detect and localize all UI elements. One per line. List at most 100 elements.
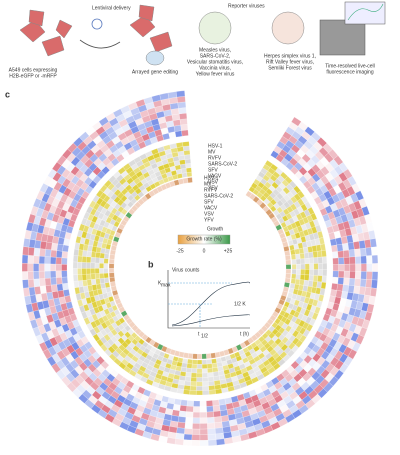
heatmap-cell: [371, 279, 378, 289]
heatmap-cell: [295, 274, 301, 280]
heatmap-cell: [103, 258, 109, 264]
kmax-sub: max: [161, 282, 171, 288]
heatmap-cell: [56, 243, 64, 252]
heatmap-cell: [82, 250, 88, 257]
heatmap-cell: [291, 264, 297, 270]
heatmap-cell: [184, 380, 191, 386]
line: MV: [204, 181, 212, 187]
heatmap-cell: [22, 279, 29, 289]
line: HSV-1: [208, 143, 223, 149]
heatmap-cell: [90, 278, 97, 286]
heatmap-cell: [365, 247, 373, 256]
heatmap-cell: [77, 268, 83, 275]
heatmap-cell: [207, 422, 216, 430]
heatmap-cell: [342, 243, 349, 251]
heatmap-cell: [343, 277, 350, 286]
heatmap-cell: [303, 252, 310, 259]
heatmap-cell: [185, 167, 192, 173]
heatmap-cell: [347, 242, 355, 251]
heatmap-cell: [208, 380, 215, 387]
heatmap-cell: [304, 269, 310, 276]
heatmap-cell: [320, 243, 326, 251]
heatmap-cell: [207, 367, 214, 373]
heatmap-cell: [180, 124, 189, 131]
heatmap-cell: [207, 376, 215, 382]
heatmap-cell: [206, 400, 214, 407]
heatmap-cell: [295, 258, 301, 265]
heatmap-cell: [175, 432, 185, 440]
heatmap-cell: [73, 280, 79, 288]
line: HSV-1: [204, 175, 219, 181]
heatmap-cell: [50, 270, 57, 279]
heatmap-cell: [176, 96, 186, 103]
heatmap-cell: [197, 353, 202, 360]
heatmap-cell: [38, 263, 45, 272]
heatmap-cell: [185, 417, 193, 424]
heatmap-cell: [202, 372, 208, 378]
heatmap-cell: [290, 254, 297, 260]
heatmap-cell: [44, 249, 52, 258]
heatmap-cell: [308, 274, 314, 282]
heatmap-cell: [211, 358, 217, 364]
heatmap-cell: [308, 257, 314, 264]
heatmap-cell: [338, 270, 345, 278]
heatmap-cell: [90, 256, 96, 264]
heatmap-cell: [33, 278, 41, 288]
heatmap-cell: [77, 249, 84, 257]
heatmap-cell: [304, 258, 310, 265]
heatmap-cell: [185, 411, 194, 418]
heatmap-cell: [99, 257, 105, 264]
line: Herpes simplex virus 1,: [264, 53, 316, 59]
heatmap-cell: [300, 263, 306, 270]
heatmap-cell: [99, 268, 104, 274]
heatmap-cell: [86, 256, 92, 263]
growth: Growth: [207, 226, 223, 232]
heatmap-cell: [214, 388, 223, 395]
heatmap-cell: [72, 261, 78, 269]
heatmap-cell: [86, 279, 92, 286]
heatmap-cell: [82, 279, 88, 287]
heatmap-cell: [187, 359, 193, 365]
heatmap-cell: [55, 263, 62, 271]
heatmap-cell: [196, 381, 203, 387]
heatmap-cell: [27, 255, 34, 264]
heatmap-cell: [55, 270, 62, 278]
heatmap-cell: [99, 273, 105, 279]
line: YFV: [208, 185, 218, 191]
heatmap-cell: [187, 177, 193, 183]
heatmap-cell: [39, 240, 47, 250]
heatmap-cell: [290, 278, 296, 285]
heatmap-cell: [313, 269, 319, 276]
heatmap-cell: [94, 268, 100, 274]
heatmap-cell: [218, 398, 226, 406]
heatmap-cell: [33, 263, 40, 272]
heatmap-cell: [313, 257, 319, 264]
heatmap-cell: [207, 433, 217, 441]
heatmap-cell: [178, 410, 187, 418]
heatmap-cell: [33, 255, 40, 264]
heatmap-cell: [50, 256, 57, 265]
heatmap-cell: [104, 277, 110, 284]
heatmap-cell: [348, 249, 356, 258]
heatmap-cell: [39, 278, 46, 287]
heatmap-cell: [295, 253, 301, 260]
heatmap-cell: [192, 423, 200, 430]
heatmap-cell: [184, 158, 191, 164]
line: VSV: [208, 179, 219, 185]
heatmap-cell: [193, 400, 201, 407]
heatmap-cell: [55, 257, 62, 265]
heatmap-cell: [181, 172, 188, 178]
heatmap-cell: [95, 252, 101, 259]
heatmap-cell: [39, 248, 46, 257]
heatmap-cell: [336, 243, 344, 252]
line: Yellow fever virus: [196, 71, 235, 77]
heatmap-cell: [349, 271, 356, 279]
heatmap-cell: [34, 286, 42, 295]
heatmap-cell: [349, 263, 356, 272]
heatmap-cell: [354, 256, 362, 265]
heatmap-cell: [73, 274, 79, 282]
heatmap-cell: [184, 154, 191, 160]
heatmap-cell: [207, 428, 216, 435]
heatmap-cell: [202, 390, 210, 396]
heatmap-cell: [294, 278, 301, 285]
